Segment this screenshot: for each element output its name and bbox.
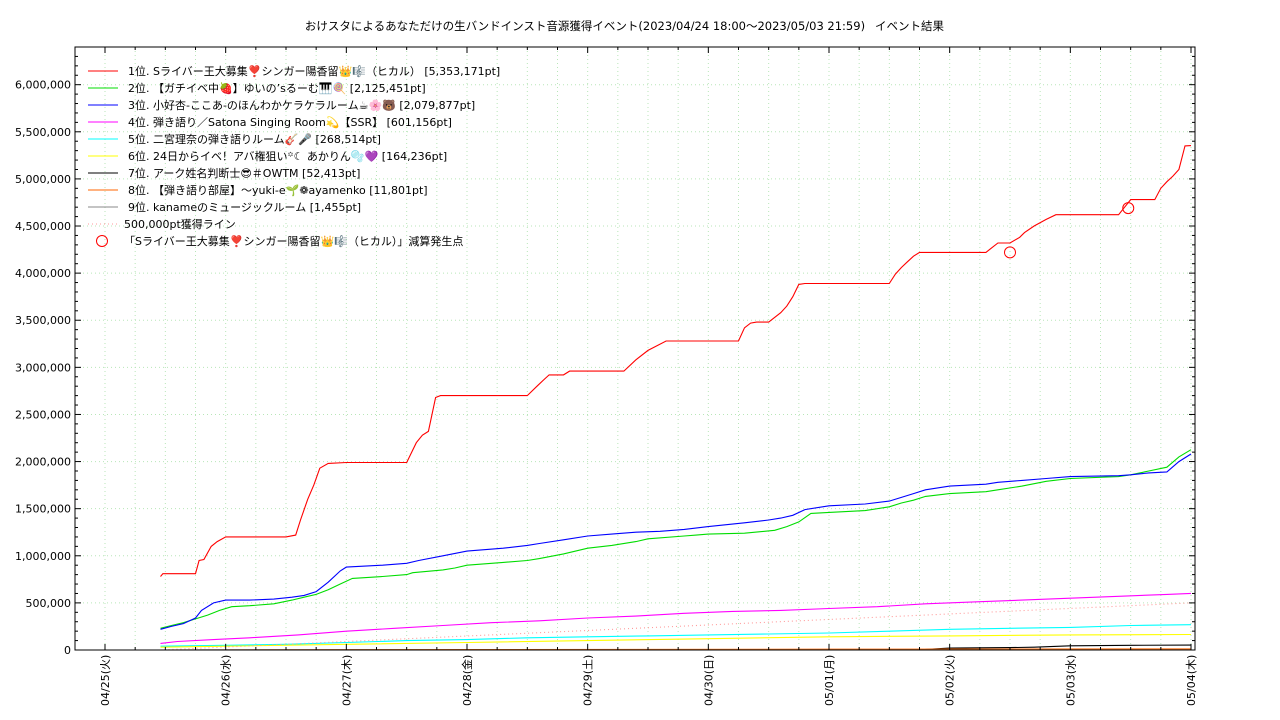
y-tick-label: 3,500,000: [15, 314, 71, 327]
grid: [75, 47, 1195, 650]
series-line-5: [160, 624, 1192, 647]
x-tick-label: 04/28(金): [460, 655, 474, 706]
y-tick-label: 2,500,000: [15, 408, 71, 421]
series-line-1: [160, 145, 1192, 577]
x-tick-label: 05/02(火): [944, 655, 957, 706]
y-tick-label: 500,000: [26, 597, 72, 610]
series-line-6: [160, 633, 1192, 648]
x-tick-label: 05/04(木): [1185, 655, 1198, 706]
legend-label: 500,000pt獲得ライン: [124, 218, 236, 231]
y-tick-label: 1,000,000: [15, 550, 71, 563]
x-tick-label: 04/29(土): [582, 655, 595, 706]
legend: 1位. Sライバー王大募集❣️シンガー陽香留👑🎼（ヒカル） [5,353,171…: [88, 64, 500, 248]
series-layer: [160, 145, 1192, 651]
axes: 0 500,000 1,000,000 1,500,000 2,000,000 2,500…: [15, 47, 1198, 706]
x-tick-label: 05/01(月): [823, 655, 836, 706]
y-tick-label: 4,000,000: [15, 267, 71, 280]
y-tick-label: 4,500,000: [15, 220, 71, 233]
legend-label: 3位. 小好杏-ここあ-のほんわかケラケラルーム☕🌸🐻 [2,079,877pt…: [128, 98, 475, 112]
series-line-4: [160, 592, 1192, 644]
legend-marker-label: 「Sライバー王大募集❣️シンガー陽香留👑🎼（ヒカル）」減算発生点: [124, 234, 463, 248]
legend-label: 2位. 【ガチイベ中🍓】ゆいの’sるーむ🎹🍭 [2,125,451pt]: [128, 81, 426, 95]
legend-label: 6位. 24日からイベ！アバ権狙い꙳☾ あかりん🫧💜 [164,236pt]: [128, 149, 447, 163]
legend-label: 4位. 弾き語り／Satona Singing Room💫【SSR】 [601,…: [128, 115, 452, 130]
y-tick-label: 5,000,000: [15, 173, 71, 186]
chart-title: おけスタによるあなただけの生バンドインスト音源獲得イベント(2023/04/24…: [305, 19, 865, 33]
series-line-3: [160, 453, 1192, 630]
y-tick-label: 1,500,000: [15, 503, 71, 516]
legend-marker-swatch: [96, 235, 108, 247]
legend-label: 7位. アーク姓名判断士😎＃OWTM [52,413pt]: [128, 166, 360, 180]
legend-label: 1位. Sライバー王大募集❣️シンガー陽香留👑🎼（ヒカル） [5,353,171…: [128, 64, 500, 78]
x-tick-label: 04/25(火): [99, 655, 112, 706]
deduction-marker: [1122, 202, 1135, 215]
x-tick-label: 04/27(木): [340, 655, 353, 706]
legend-label: 8位. 【弾き語り部屋】〜yuki-e🌱❁ayamenko [11,801pt]: [128, 183, 428, 197]
y-tick-label: 0: [64, 644, 71, 657]
legend-label: 9位. kanameのミュージックルーム [1,455pt]: [128, 200, 361, 214]
legend-label: 5位. 二宮理奈の弾き語りルーム🎸🎤 [268,514pt]: [128, 132, 381, 146]
chart-subtitle: イベント結果: [875, 19, 944, 33]
x-tick-label: 04/26(水): [220, 655, 233, 706]
x-tick-label: 05/03(水): [1064, 655, 1077, 706]
y-tick-label: 6,000,000: [15, 79, 71, 92]
x-tick-label: 04/30(日): [702, 655, 715, 706]
deduction-marker: [1004, 246, 1016, 259]
marker-layer: [1004, 202, 1135, 259]
y-tick-label: 5,500,000: [15, 126, 71, 139]
series-line-2: [160, 449, 1192, 629]
y-tick-label: 3,000,000: [15, 361, 71, 374]
y-tick-label: 2,000,000: [15, 456, 71, 469]
